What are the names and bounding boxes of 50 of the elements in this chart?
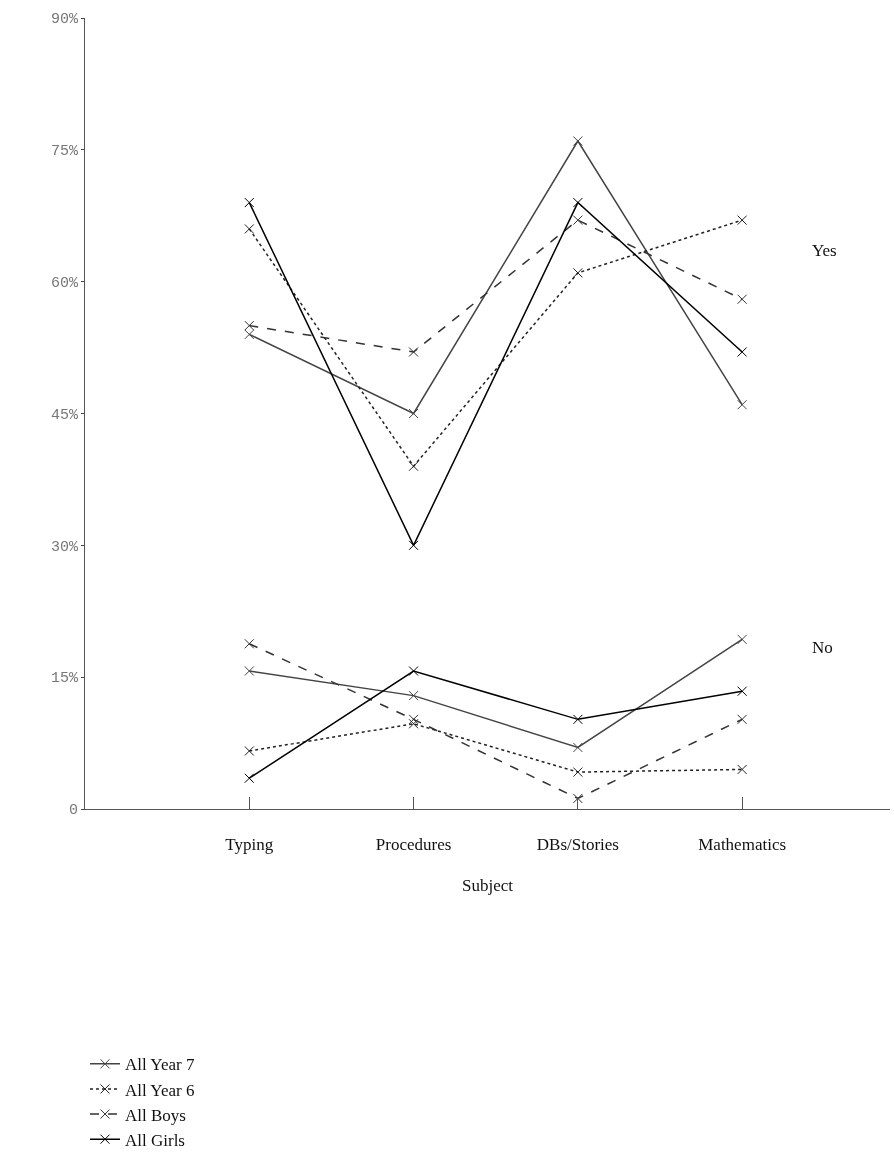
point: [737, 714, 748, 725]
annotation: No: [812, 638, 833, 657]
point: [737, 346, 748, 357]
x-axis-title: Subject: [462, 875, 514, 895]
point: [408, 690, 419, 701]
point: [572, 215, 583, 226]
legend-label: All Boys: [125, 1105, 186, 1125]
point: [737, 686, 748, 697]
point: [572, 767, 583, 778]
x-tick-label: Mathematics: [698, 835, 787, 855]
y-tick-label: 60%: [50, 274, 79, 292]
y-tick-label: 30%: [50, 538, 79, 556]
point: [408, 714, 419, 725]
y-tick-label: 75%: [50, 143, 79, 161]
point: [408, 346, 419, 357]
x-tick-label: DBs/Stories: [536, 835, 619, 855]
point: [244, 223, 255, 234]
y-tick-label: 90%: [50, 11, 79, 29]
point: [408, 408, 419, 419]
point: [244, 638, 255, 649]
point: [244, 745, 255, 756]
point: [244, 197, 255, 208]
y-tick-label: 0: [68, 802, 78, 820]
legend-label: All Girls: [125, 1130, 185, 1150]
point: [737, 764, 748, 775]
x-tick-label: Typing: [225, 835, 274, 855]
legend-label: All Year 6: [125, 1080, 195, 1100]
point: [572, 714, 583, 725]
point: [737, 215, 748, 226]
x-tick-label: Procedures: [375, 835, 452, 855]
point: [737, 634, 748, 645]
point: [572, 136, 583, 147]
point: [572, 793, 583, 804]
point: [408, 718, 419, 729]
annotation: Yes: [812, 241, 837, 260]
point: [737, 399, 748, 410]
y-tick-label: 45%: [50, 406, 79, 424]
point: [572, 742, 583, 753]
point: [244, 320, 255, 331]
legend-label: All Year 7: [125, 1055, 195, 1075]
point: [408, 666, 419, 677]
point: [408, 540, 419, 551]
point: [572, 197, 583, 208]
point: [408, 461, 419, 472]
point: [572, 267, 583, 278]
point: [244, 329, 255, 340]
point: [737, 294, 748, 305]
y-tick-label: 15%: [50, 670, 79, 688]
point: [244, 773, 255, 784]
point: [244, 666, 255, 677]
